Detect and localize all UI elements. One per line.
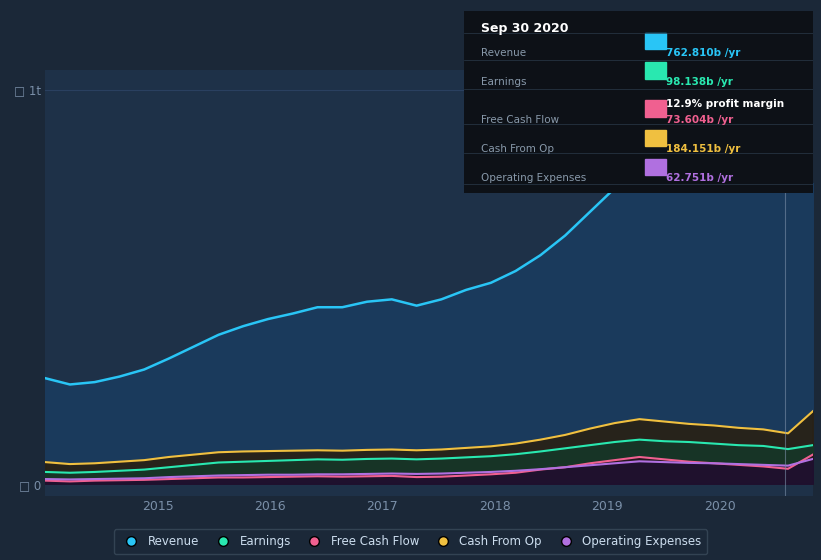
Text: Revenue: Revenue [481,48,526,58]
Text: 98.138b /yr: 98.138b /yr [667,77,733,87]
Text: Sep 30 2020: Sep 30 2020 [481,22,569,35]
Text: Cash From Op: Cash From Op [481,144,554,154]
Text: Free Cash Flow: Free Cash Flow [481,115,559,125]
Text: Earnings: Earnings [481,77,527,87]
Text: 73.604b /yr: 73.604b /yr [667,115,733,125]
Text: 12.9% profit margin: 12.9% profit margin [667,99,784,109]
Legend: Revenue, Earnings, Free Cash Flow, Cash From Op, Operating Expenses: Revenue, Earnings, Free Cash Flow, Cash … [114,529,707,554]
Bar [645,158,667,175]
Text: 184.151b /yr: 184.151b /yr [667,144,741,154]
Bar [645,62,667,78]
Text: 62.751b /yr: 62.751b /yr [667,173,733,183]
Text: Operating Expenses: Operating Expenses [481,173,586,183]
Bar [645,129,667,146]
Bar [645,33,667,49]
Text: 762.810b /yr: 762.810b /yr [667,48,741,58]
Bar [645,100,667,117]
